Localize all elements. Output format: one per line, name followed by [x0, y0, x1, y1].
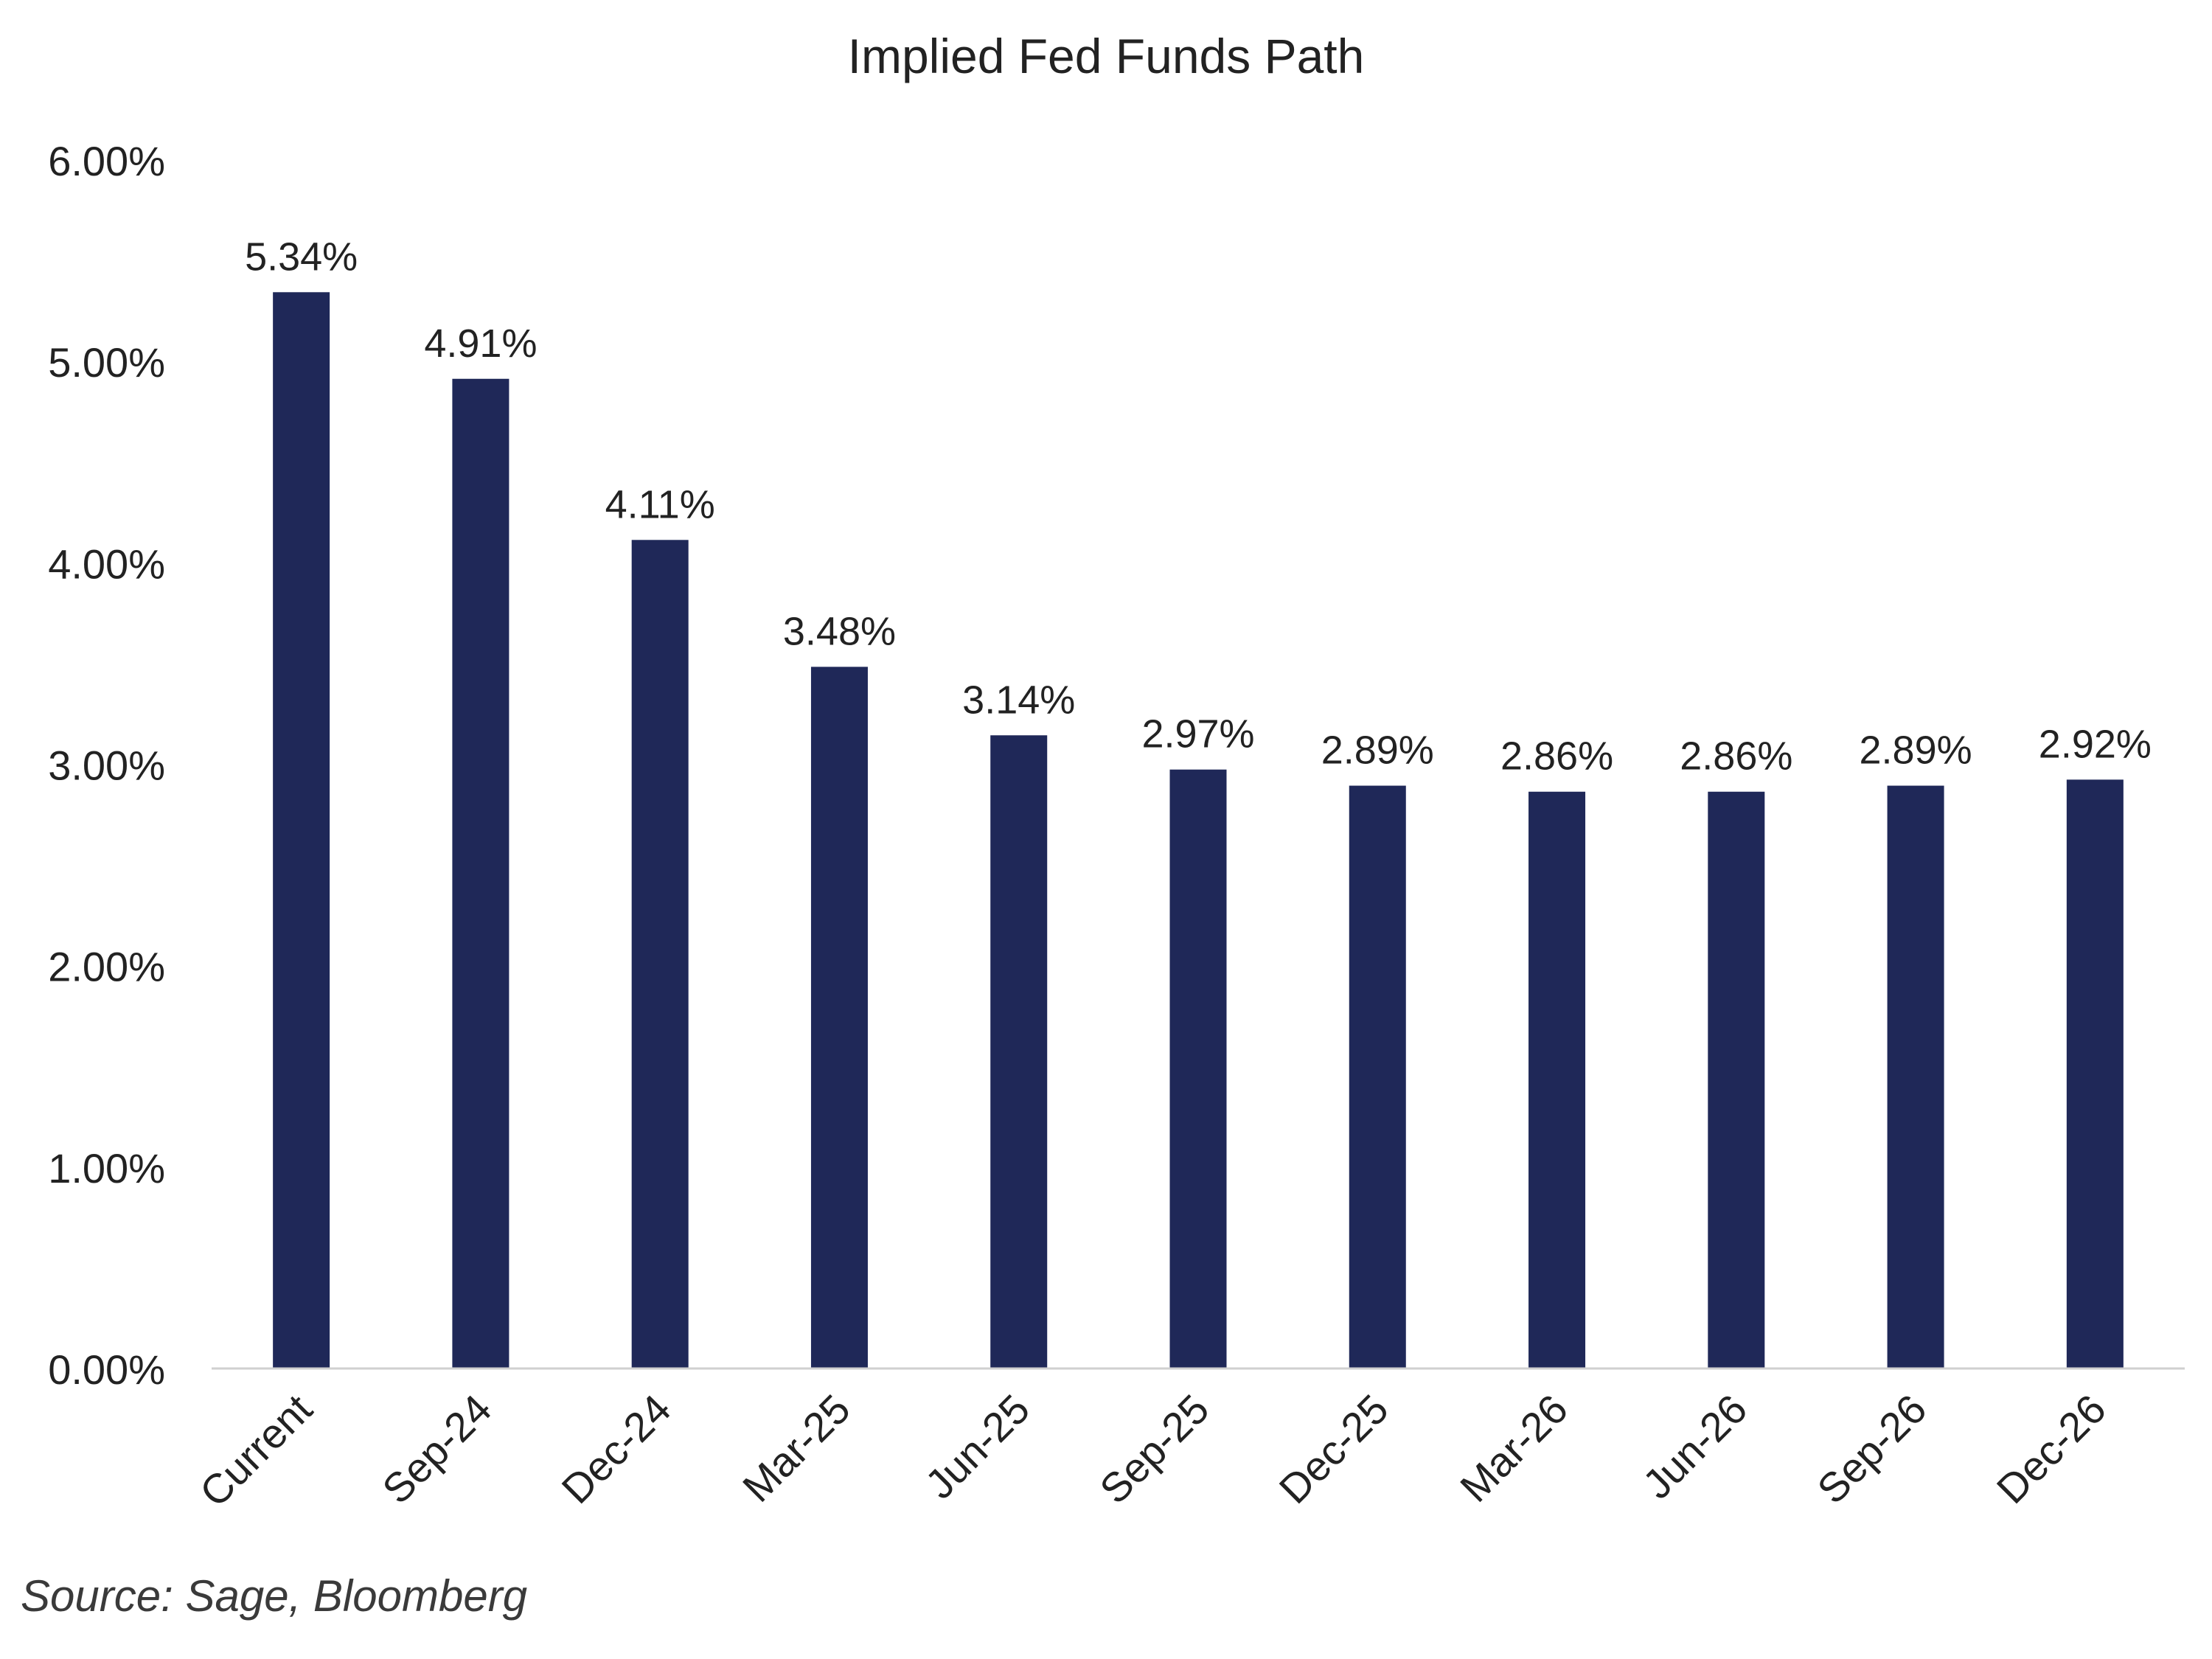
x-tick-label: Sep-24: [373, 1385, 500, 1512]
x-tick-label: Dec-25: [1270, 1385, 1397, 1512]
data-label: 2.92%: [2039, 722, 2152, 766]
y-tick-label: 5.00%: [48, 339, 165, 386]
y-tick-label: 6.00%: [48, 138, 165, 184]
chart-title: Implied Fed Funds Path: [847, 29, 1365, 83]
bar: [273, 292, 330, 1368]
x-tick-label: Current: [191, 1385, 321, 1516]
data-label: 2.89%: [1321, 728, 1434, 773]
data-label: 4.11%: [605, 482, 715, 526]
data-label: 4.91%: [424, 321, 537, 366]
data-label: 3.14%: [962, 678, 1075, 722]
bar: [631, 540, 689, 1368]
x-tick-label: Jun-25: [917, 1385, 1039, 1508]
bar: [810, 667, 868, 1368]
data-label: 2.86%: [1680, 734, 1792, 779]
x-tick-label: Mar-26: [1451, 1385, 1576, 1511]
bars: [273, 292, 2124, 1368]
y-tick-label: 3.00%: [48, 742, 165, 789]
data-label: 5.34%: [245, 234, 358, 279]
data-label: 2.97%: [1141, 712, 1254, 757]
y-tick-label: 4.00%: [48, 540, 165, 587]
bar: [1169, 769, 1227, 1368]
x-tick-label: Dec-26: [1988, 1385, 2115, 1512]
y-tick-label: 0.00%: [48, 1346, 165, 1393]
x-tick-label: Jun-26: [1634, 1385, 1756, 1508]
bar: [2066, 779, 2124, 1368]
x-tick-label: Mar-25: [734, 1385, 859, 1511]
data-label: 2.86%: [1500, 734, 1613, 779]
data-label: 3.48%: [783, 609, 896, 653]
bar: [1708, 791, 1765, 1368]
data-label: 2.89%: [1860, 728, 1972, 773]
source-note: Source: Sage, Bloomberg: [21, 1571, 528, 1621]
y-tick-label: 1.00%: [48, 1145, 165, 1192]
bar: [990, 735, 1048, 1368]
y-axis-tick-labels: 0.00% 1.00% 2.00% 3.00% 4.00% 5.00% 6.00%: [48, 138, 165, 1393]
x-tick-label: Dec-24: [552, 1385, 679, 1512]
bar: [1887, 785, 1944, 1368]
bar: [1528, 791, 1586, 1368]
bar: [452, 378, 509, 1368]
bar: [1349, 785, 1406, 1368]
y-tick-label: 2.00%: [48, 944, 165, 990]
x-tick-label: Sep-25: [1091, 1385, 1217, 1512]
x-tick-label: Sep-26: [1808, 1385, 1935, 1512]
data-labels: 5.34% 4.91% 4.11% 3.48% 3.14% 2.97% 2.89% 2.86%…: [245, 234, 2152, 778]
x-axis-tick-labels: Current Sep-24 Dec-24 Mar-25 Jun-25 Sep-25 Dec…: [191, 1385, 2115, 1516]
